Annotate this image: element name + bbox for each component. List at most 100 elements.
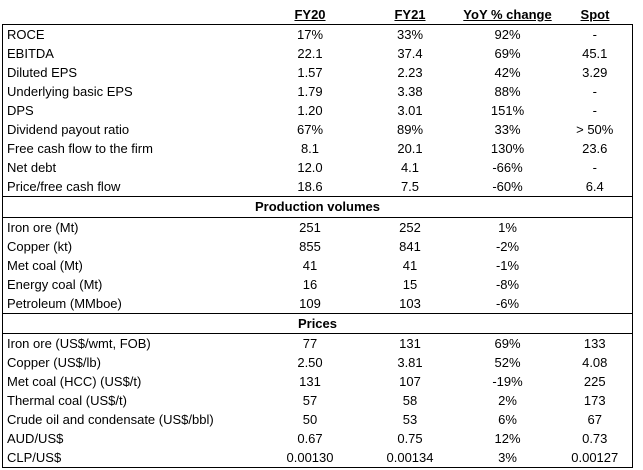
fy20-value: 251 [299,219,321,235]
yoy-value: 3% [457,448,558,469]
fy21-value: 89% [396,122,424,138]
fy20-value: 855 [299,238,321,254]
row-label: Energy coal (Mt) [2,274,258,294]
yoy-value: 69% [494,335,521,351]
fy20-value: 109 [257,293,363,314]
section-production-volumes: Production volumes [2,196,633,218]
fy21-value: 15 [402,276,418,292]
spot-value: 3.29 [557,63,633,83]
fy20-value: 77 [302,335,318,351]
table-row: EBITDA 22.1 37.4 69% 45.1 [2,44,633,64]
spot-value: 0.73 [557,429,633,449]
fy20-value: 67% [296,122,324,138]
yoy-value: -1% [495,257,520,273]
table-row: Energy coal (Mt) 16 15 -8% [2,274,633,294]
section-production-volumes-title: Production volumes [2,196,633,218]
row-label: Thermal coal (US$/t) [2,390,258,410]
spot-value: 0.00127 [557,448,633,469]
spot-value: - [557,82,633,102]
table-row: ROCE 17% 33% 92% - [2,24,633,45]
spot-value: 23.6 [557,139,633,159]
row-label: DPS [2,101,258,121]
table-row: Copper (US$/lb) 2.50 3.81 52% 4.08 [2,352,633,372]
fy20-value: 17% [257,24,363,45]
row-label: Met coal (HCC) (US$/t) [2,371,258,391]
spot-value [557,236,633,256]
table-row: Iron ore (US$/wmt, FOB) 77 131 69% 133 [2,333,633,353]
row-label: AUD/US$ [2,429,258,449]
yoy-value: -2% [495,238,520,254]
fy20-value: 8.1 [300,141,320,157]
fy21-value: 0.00134 [362,448,458,469]
row-label: Iron ore (US$/wmt, FOB) [2,333,258,353]
table-row: Met coal (Mt) 41 41 -1% [2,255,633,275]
row-label: Iron ore (Mt) [2,217,258,237]
spot-value: 45.1 [557,44,633,64]
spot-value [557,217,633,237]
row-label: Diluted EPS [2,63,258,83]
table-row: Price/free cash flow 18.6 7.5 -60% 6.4 [2,177,633,198]
yoy-value: -19% [492,373,523,389]
table-row: Free cash flow to the firm 8.1 20.1 130% 23.… [2,139,633,159]
financial-summary-table: FY20 FY21 YoY % change Spot ROCE 17% 33% 92… [2,5,633,469]
row-label: Free cash flow to the firm [2,139,258,159]
header-fy21: FY21 [394,7,426,23]
spot-value [557,274,633,294]
spot-value [557,255,633,275]
yoy-value: 130% [490,141,525,157]
header-blank [3,5,258,25]
fy21-value: 252 [399,219,421,235]
fy20-value: 22.1 [297,46,323,62]
spot-value: 225 [557,371,633,391]
spot-value: 67 [557,409,633,430]
fy21-value: 7.5 [362,177,458,198]
row-label: EBITDA [2,44,258,64]
table-body: ROCE 17% 33% 92% - EBITDA 22.1 37.4 69% 45.1 Dilut… [2,24,633,469]
table-row: Crude oil and condensate (US$/bbl) 50 53 6%… [2,409,633,430]
row-label: Net debt [2,158,258,178]
fy20-value: 57 [302,392,318,408]
fy21-value: 20.1 [397,141,423,157]
header-yoy: YoY % change [463,7,552,23]
header-row: FY20 FY21 YoY % change Spot [3,5,633,25]
spot-value: 133 [557,333,633,353]
row-label: Copper (US$/lb) [2,352,258,372]
yoy-value: 151% [490,103,525,119]
row-label: CLP/US$ [2,448,258,469]
fy21-value: 107 [399,373,421,389]
fy21-value: 131 [399,335,421,351]
yoy-value: 52% [494,354,521,370]
row-label: Met coal (Mt) [2,255,258,275]
yoy-value: 6% [498,412,517,427]
section-prices-title: Prices [2,312,633,334]
fy21-value: 103 [362,293,458,314]
fy21-value: 58 [402,392,418,408]
fy21-value: 37.4 [397,46,423,62]
yoy-value: -60% [457,177,558,198]
yoy-value: -8% [495,276,520,292]
row-label: ROCE [2,24,258,45]
table-row: DPS 1.20 3.01 151% - [2,101,633,121]
spot-value: 6.4 [557,177,633,198]
fy20-value: 1.20 [297,103,323,119]
table-row: Thermal coal (US$/t) 57 58 2% 173 [2,390,633,410]
table-row: Diluted EPS 1.57 2.23 42% 3.29 [2,63,633,83]
spot-value: 4.08 [557,352,633,372]
fy20-value: 0.67 [297,431,323,447]
table-row: AUD/US$ 0.67 0.75 12% 0.73 [2,429,633,449]
fy21-value: 53 [402,412,418,427]
fy21-value: 4.1 [400,160,420,176]
table-row: Underlying basic EPS 1.79 3.38 88% - [2,82,633,102]
yoy-value: 69% [494,46,521,62]
fy20-value: 0.00130 [257,448,363,469]
fy20-value: 18.6 [257,177,363,198]
fy20-value: 2.50 [297,354,323,370]
header-spot: Spot [580,7,610,23]
fy20-value: 1.79 [297,84,323,100]
row-label: Price/free cash flow [2,177,258,198]
fy21-value: 2.23 [397,65,423,81]
fy21-value: 33% [362,24,458,45]
yoy-value: 12% [494,431,521,447]
fy21-value: 3.01 [397,103,423,119]
yoy-value: 88% [494,84,521,100]
